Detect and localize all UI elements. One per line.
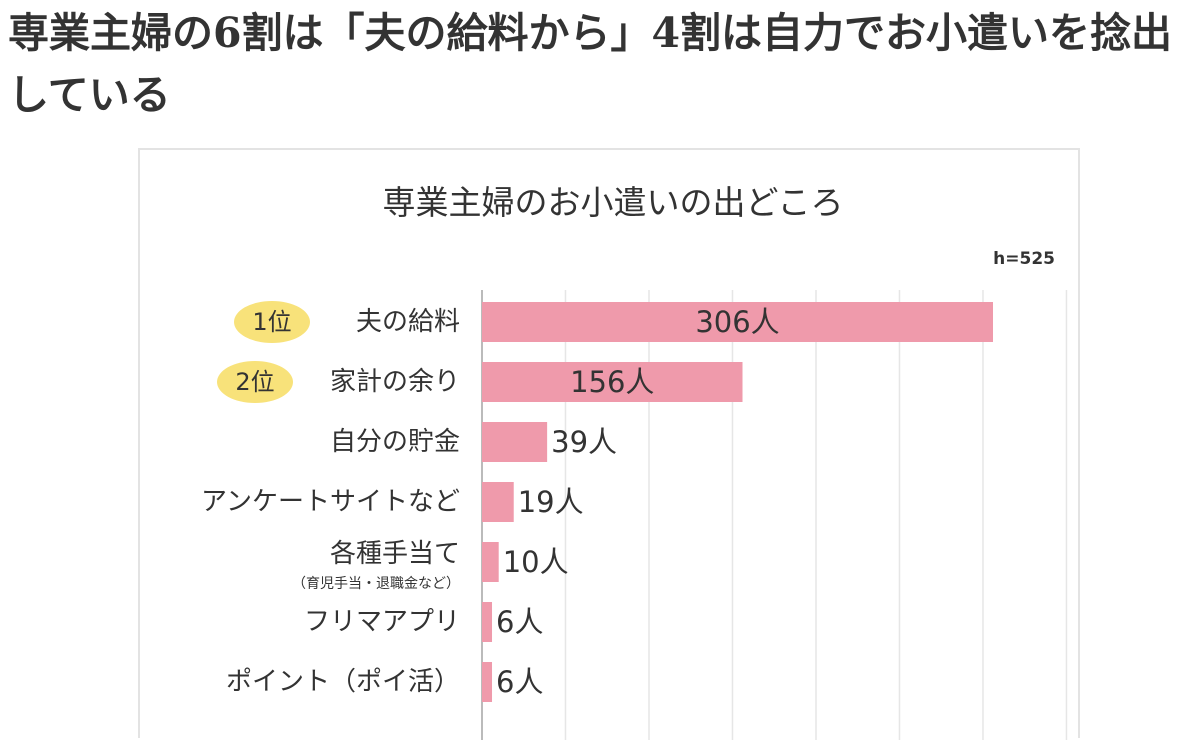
value-label: 306人: [695, 305, 779, 339]
rank-badge-label: 2位: [235, 368, 274, 396]
bar: [482, 362, 743, 402]
chart-frame: 専業主婦のお小遣いの出どころ h=525 306人 夫の給料 1位 156人 家計の余り…: [138, 148, 1080, 740]
category-label: 家計の余り: [330, 367, 460, 397]
bar: [482, 302, 993, 342]
value-label: 156人: [570, 365, 654, 399]
category-note: （育児手当・退職金など）: [292, 576, 460, 592]
rank-badge: [217, 361, 293, 403]
bar: [482, 422, 548, 462]
bar: [482, 602, 493, 642]
value-label: 6人: [496, 665, 543, 699]
value-label: 6人: [496, 605, 543, 639]
category-label: 夫の給料: [356, 307, 460, 337]
sample-size: h=525: [993, 249, 1055, 269]
bar: [482, 662, 493, 702]
value-label: 19人: [518, 485, 584, 519]
value-label: 39人: [551, 425, 617, 459]
bar-chart: 専業主婦のお小遣いの出どころ h=525 306人 夫の給料 1位 156人 家計の余り…: [201, 183, 1068, 740]
bar: [482, 482, 514, 522]
rank-badge-label: 1位: [252, 308, 291, 336]
category-label: 各種手当て: [330, 539, 460, 569]
rank-badge: [234, 301, 310, 343]
value-label: 10人: [503, 545, 569, 579]
category-label: アンケートサイトなど: [201, 487, 460, 517]
article-heading: 専業主婦の6割は「夫の給料から」4割は自力でお小遣いを捻出している: [8, 9, 1173, 119]
chart-title: 専業主婦のお小遣いの出どころ: [382, 183, 843, 222]
category-label: 自分の貯金: [330, 427, 460, 457]
bar: [482, 542, 499, 582]
category-label: フリマアプリ: [304, 607, 460, 637]
category-label: ポイント（ポイ活）: [226, 667, 460, 697]
